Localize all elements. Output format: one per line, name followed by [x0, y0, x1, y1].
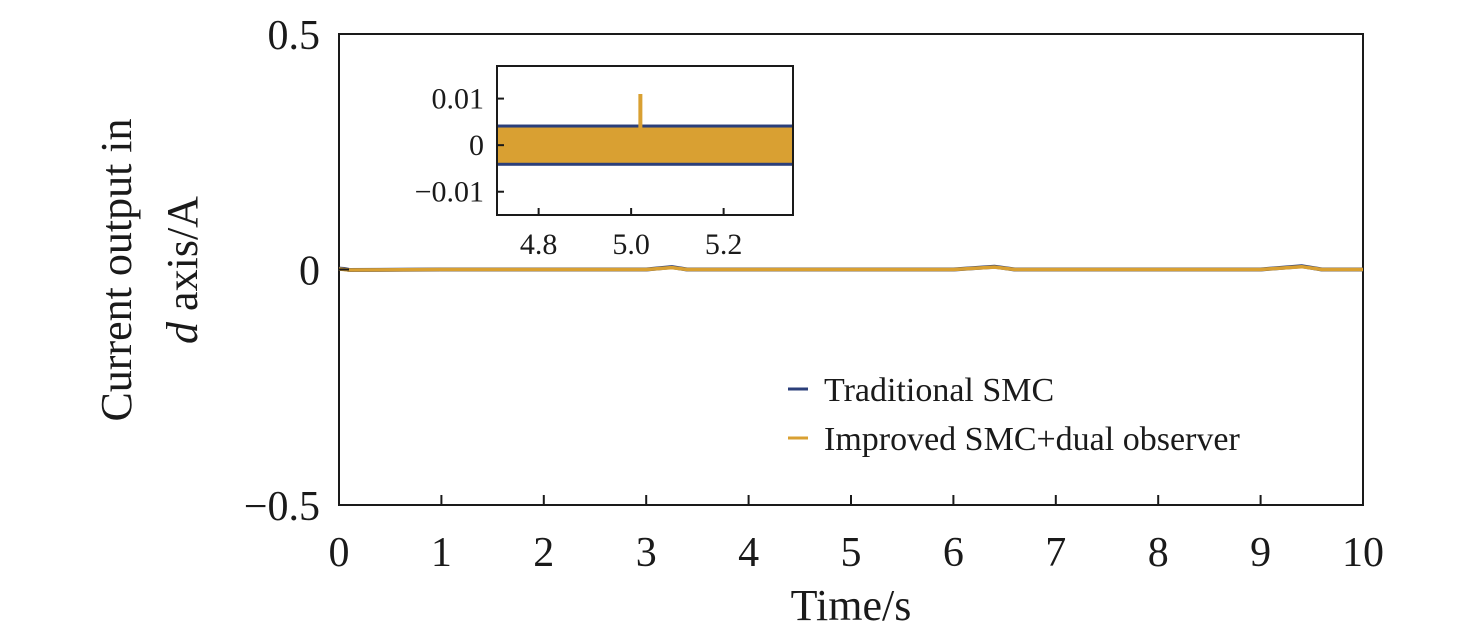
x-tick-label: 10 [1342, 530, 1384, 576]
inset-y-tick-label: 0.01 [432, 83, 485, 116]
y-axis-label-rest: axis/A [158, 196, 207, 322]
y-tick-label: 0 [299, 249, 320, 295]
legend-label-improved-smc: Improved SMC+dual observer [824, 421, 1240, 458]
inset-series-group [498, 93, 792, 166]
x-tick-label: 5 [841, 530, 862, 576]
y-tick-label: −0.5 [244, 484, 320, 530]
main-ticks-group: 0 1 2 3 4 5 6 7 8 9 10−0.500.5 [244, 13, 1384, 576]
x-tick-label: 6 [943, 530, 964, 576]
y-axis-label-line2: d axis/A [158, 196, 207, 344]
x-tick-label: 9 [1250, 530, 1271, 576]
inset-y-tick-label: 0 [469, 129, 484, 162]
x-tick-label: 2 [533, 530, 554, 576]
inset-x-tick-label: 5.2 [705, 228, 743, 261]
inset-chart: 4.8 5.0 5.2 −0.01 0 0.01 [415, 65, 794, 261]
legend-label-traditional-smc: Traditional SMC [824, 372, 1054, 409]
y-axis-label-line1: Current output in [92, 118, 141, 421]
y-axis-label-italic: d [158, 321, 207, 344]
x-tick-label: 3 [636, 530, 657, 576]
y-tick-label: 0.5 [268, 13, 321, 59]
x-tick-label: 8 [1148, 530, 1169, 576]
series-line-improved-smc [338, 264, 1363, 272]
legend: Traditional SMC Improved SMC+dual observ… [788, 372, 1240, 458]
x-axis-label: Time/s [791, 581, 912, 630]
x-tick-label: 0 [329, 530, 350, 576]
inset-band-improved-smc [498, 127, 792, 163]
x-tick-label: 4 [738, 530, 759, 576]
inset-x-tick-label: 4.8 [520, 228, 558, 261]
y-axis-label: Current output in d axis/A [92, 118, 207, 421]
inset-x-tick-label: 5.0 [612, 228, 650, 261]
inset-ticks-group: 4.8 5.0 5.2 −0.01 0 0.01 [415, 83, 743, 261]
x-tick-label: 1 [431, 530, 452, 576]
main-series-group [338, 264, 1363, 272]
x-tick-label: 7 [1045, 530, 1066, 576]
inset-y-tick-label: −0.01 [415, 176, 484, 209]
